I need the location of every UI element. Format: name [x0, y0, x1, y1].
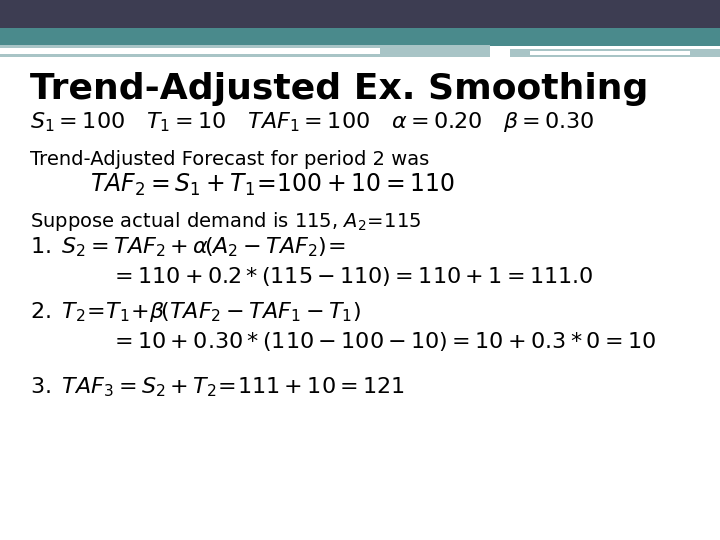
Bar — [0, 0, 720, 28]
Text: $TAF_2 = S_1 + T_1\!=\!100 + 10 = 110$: $TAF_2 = S_1 + T_1\!=\!100 + 10 = 110$ — [90, 172, 455, 198]
Text: $3.\; TAF_3 = S_2 + T_2\!=\!111+10 = 121$: $3.\; TAF_3 = S_2 + T_2\!=\!111+10 = 121… — [30, 375, 405, 399]
Text: $= 110 + 0.2*(115-110) = 110+1 = 111.0$: $= 110 + 0.2*(115-110) = 110+1 = 111.0$ — [110, 265, 593, 288]
Text: $2.\; T_2\!=\!T_1\!+\!\beta\!\left(TAF_2 - TAF_1 - T_1\right)$: $2.\; T_2\!=\!T_1\!+\!\beta\!\left(TAF_2… — [30, 300, 361, 324]
Text: Trend-Adjusted Forecast for period 2 was: Trend-Adjusted Forecast for period 2 was — [30, 150, 429, 169]
Bar — [510, 49, 720, 57]
Text: $S_1 = 100 \quad T_1 = 10 \quad TAF_1 = 100 \quad \alpha = 0.20 \quad \beta = 0.: $S_1 = 100 \quad T_1 = 10 \quad TAF_1 = … — [30, 110, 595, 134]
Bar — [0, 48, 380, 54]
Text: $= 10 + 0.30*(110-100-10) = 10+0.3*0 = 10$: $= 10 + 0.30*(110-100-10) = 10+0.3*0 = 1… — [110, 330, 656, 353]
Text: Suppose actual demand is 115, $A_2\!=\!115$: Suppose actual demand is 115, $A_2\!=\!1… — [30, 210, 421, 233]
Text: $1.\; S_2 = TAF_2 + \alpha\!\left(A_2 - TAF_2\right)\!=$: $1.\; S_2 = TAF_2 + \alpha\!\left(A_2 - … — [30, 235, 346, 259]
Bar — [0, 28, 720, 46]
Text: Trend-Adjusted Ex. Smoothing: Trend-Adjusted Ex. Smoothing — [30, 72, 649, 106]
Bar — [0, 45, 490, 57]
Bar — [530, 51, 690, 55]
